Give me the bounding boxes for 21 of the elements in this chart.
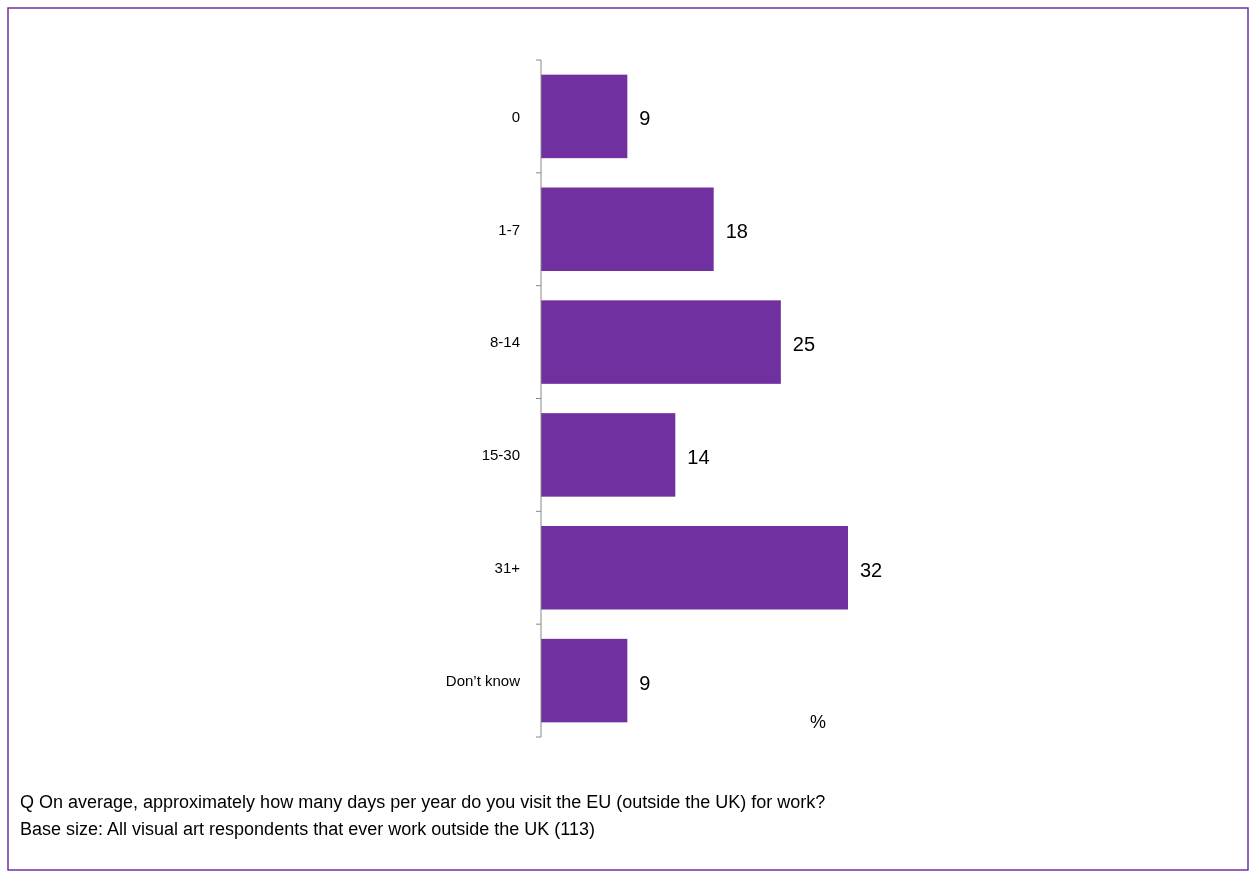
data-label: 32 [860, 558, 883, 581]
bar [541, 638, 628, 723]
bar [541, 526, 848, 610]
data-label: 18 [725, 220, 748, 243]
bar [541, 74, 628, 159]
bar [541, 413, 676, 497]
text: Base size: All visual art respondents that ever work outside the UK (113) [20, 819, 595, 840]
y-tick-label: 31+ [494, 559, 521, 576]
data-label: 9 [639, 671, 651, 694]
data-label: 25 [792, 333, 816, 356]
y-tick-label: Don’t know [445, 671, 521, 689]
y-tick-label: 0 [511, 107, 520, 125]
y-tick-label: 15-30 [481, 446, 520, 464]
bar [541, 187, 714, 271]
data-label: 9 [639, 107, 651, 130]
bar [541, 300, 781, 384]
text: Q On average, approximately how many days per year do you visit the EU (outside the UK) for work? [20, 792, 826, 813]
data-label: 14 [687, 445, 710, 468]
y-tick-label: 8-14 [489, 333, 520, 351]
y-tick-label: 1-7 [498, 220, 520, 238]
x-axis-title: % [809, 712, 827, 733]
